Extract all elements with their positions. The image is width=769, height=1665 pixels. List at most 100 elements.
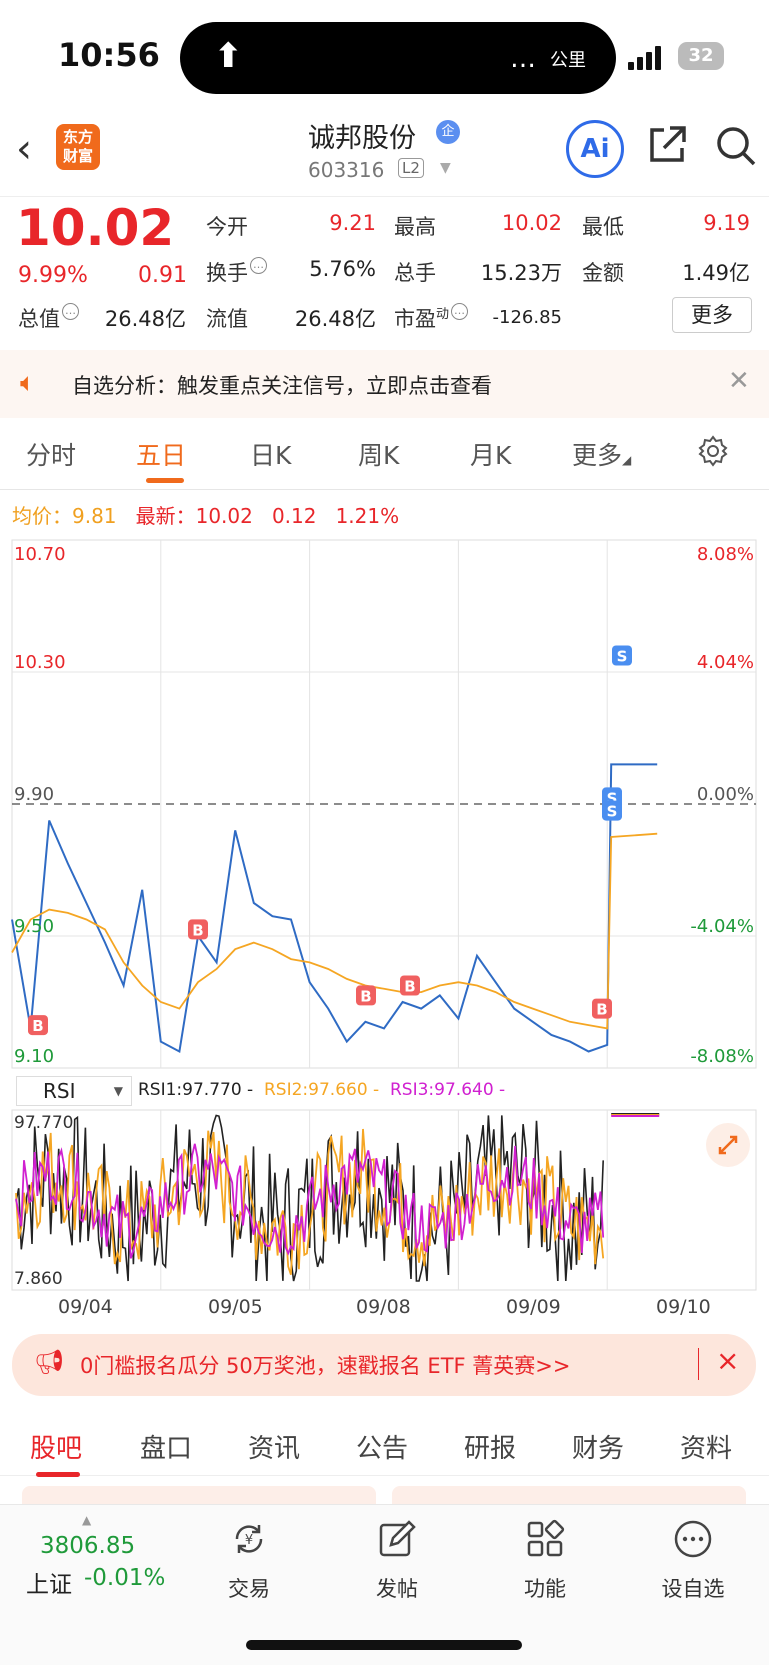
info-icon: … — [451, 303, 469, 320]
change-amount: 0.91 — [138, 263, 187, 288]
tab-research[interactable]: 研报 — [464, 1434, 517, 1464]
svg-text:S: S — [607, 803, 618, 821]
y-tick-right: 8.08% — [697, 544, 754, 565]
card-preview — [22, 1486, 376, 1504]
card-preview — [392, 1486, 746, 1504]
float-value: 26.48亿 — [294, 307, 376, 331]
index-name[interactable]: 上证 — [26, 1572, 72, 1598]
banner-text[interactable]: 0门槛报名瓜分 50万奖池，速戳报名 ETF 菁英赛>> — [80, 1354, 571, 1378]
share-icon[interactable] — [646, 124, 688, 166]
turnover-label: 换手… — [206, 257, 267, 287]
expand-icon[interactable] — [706, 1123, 750, 1167]
signal-notice[interactable]: 🔈︎ 自选分析：触发重点关注信号，立即点击查看 ✕ — [0, 350, 769, 418]
index-value[interactable]: 3806.85 — [40, 1533, 136, 1559]
close-icon[interactable]: ✕ — [728, 366, 750, 396]
high-value: 10.02 — [501, 211, 562, 235]
buy-marker: B — [592, 998, 612, 1019]
back-icon[interactable]: ‹ — [16, 126, 32, 172]
avg-line — [11, 832, 658, 1030]
tab-news[interactable]: 资讯 — [248, 1434, 301, 1464]
post-button[interactable]: 发帖 — [352, 1519, 442, 1603]
chevron-down-icon[interactable]: ▼ — [440, 160, 451, 176]
close-icon[interactable]: × — [716, 1344, 740, 1377]
x-tick-3: 09/09 — [506, 1296, 561, 1318]
latest-percent: 1.21% — [335, 504, 400, 528]
y-tick-left: 9.50 — [14, 916, 54, 937]
index-percent[interactable]: -0.01% — [84, 1565, 166, 1591]
volume-label: 总手 — [394, 261, 436, 285]
y-tick-right: -8.08% — [690, 1046, 754, 1067]
y-tick-right: -4.04% — [690, 916, 754, 937]
info-icon: … — [62, 303, 79, 320]
svg-text:S: S — [607, 789, 618, 807]
megaphone-icon: 📢︎ — [34, 1348, 65, 1376]
chart-tabs: 分时 五日 日K 周K 月K 更多◢ — [0, 420, 769, 490]
y-tick-right: 0.00% — [697, 784, 754, 805]
tab-weekly-k[interactable]: 周K — [358, 441, 400, 470]
content-tabs: 股吧 盘口 资讯 公告 研报 财务 资料 — [0, 1406, 769, 1477]
y-axis-labels: 10.70 8.08% 10.30 4.04% 9.90 0.00% 9.50 -4.04% 9… — [14, 544, 754, 1067]
mktcap-value: 26.48亿 — [104, 307, 186, 331]
more-button[interactable]: 更多 — [672, 297, 752, 333]
status-bar: 10:56 ⬆ … 公里 32 — [0, 0, 769, 110]
stock-header: ‹ 东方 财富 诚邦股份 企 603316 L2 ▼ Ai — [0, 112, 769, 192]
promo-banner[interactable]: 📢︎ 0门槛报名瓜分 50万奖池，速戳报名 ETF 菁英赛>> × — [12, 1334, 756, 1396]
tab-finance[interactable]: 财务 — [572, 1434, 625, 1464]
buy-marker: B — [188, 919, 208, 940]
home-indicator — [246, 1640, 522, 1650]
y-tick-right: 4.04% — [697, 652, 754, 673]
y-tick-left: 9.10 — [14, 1046, 54, 1067]
tab-guba[interactable]: 股吧 — [30, 1434, 83, 1464]
sell-marker: S — [602, 800, 622, 821]
y-tick-left: 10.30 — [14, 652, 66, 673]
price-summary: 均价：9.81 最新：10.02 0.12 1.21% — [12, 504, 400, 528]
amount-value: 1.49亿 — [682, 261, 750, 285]
indicator-select[interactable]: RSI ▼ — [16, 1076, 132, 1106]
trade-button[interactable]: ¥ 交易 — [204, 1519, 294, 1603]
rsi2-value: RSI2:97.660 - — [264, 1080, 380, 1100]
amount-label: 金额 — [582, 261, 624, 285]
tab-daily-k[interactable]: 日K — [250, 441, 292, 470]
level2-badge[interactable]: L2 — [398, 158, 424, 178]
svg-text:¥: ¥ — [245, 1533, 253, 1548]
x-tick-0: 09/04 — [58, 1296, 113, 1318]
rsi-frame — [11, 1109, 757, 1291]
svg-text:B: B — [192, 921, 203, 939]
price-line — [11, 763, 658, 1054]
info-icon: … — [250, 257, 267, 274]
add-watchlist-button[interactable]: 设自选 — [648, 1519, 738, 1603]
tab-more[interactable]: 更多◢ — [572, 441, 632, 470]
tab-orderbook[interactable]: 盘口 — [140, 1434, 193, 1464]
rsi-chart[interactable]: 97.770 7.860 — [0, 1108, 769, 1294]
rsi3-value: RSI3:97.640 - — [390, 1080, 506, 1100]
latest-price: 10.02 — [195, 504, 253, 528]
open-label: 今开 — [206, 215, 248, 239]
gear-icon[interactable] — [696, 434, 730, 468]
tab-profile[interactable]: 资料 — [680, 1434, 733, 1464]
chevron-up-icon[interactable]: ▲ — [82, 1513, 92, 1527]
x-tick-2: 09/08 — [356, 1296, 411, 1318]
app-logo[interactable]: 东方 财富 — [56, 124, 100, 170]
buy-marker: B — [400, 975, 420, 996]
tab-monthly-k[interactable]: 月K — [470, 441, 512, 470]
latest-change: 0.12 — [271, 504, 317, 528]
tab-intraday[interactable]: 分时 — [26, 441, 77, 470]
tab-five-day[interactable]: 五日 — [136, 441, 187, 470]
more-circle-icon — [674, 1520, 712, 1558]
rsi-values: RSI1:97.770 - RSI2:97.660 - RSI3:97.640 … — [138, 1080, 505, 1100]
search-icon[interactable] — [714, 124, 758, 168]
y-tick-left: 9.90 — [14, 784, 54, 805]
ai-button[interactable]: Ai — [566, 120, 624, 178]
low-value: 9.19 — [703, 211, 750, 235]
functions-button[interactable]: 功能 — [500, 1519, 590, 1603]
y-tick-left: 10.70 — [14, 544, 66, 565]
rsi3-line — [15, 1143, 605, 1259]
rsi-min-label: 7.860 — [14, 1269, 63, 1289]
notice-text[interactable]: 自选分析：触发重点关注信号，立即点击查看 — [72, 374, 492, 398]
tab-announcements[interactable]: 公告 — [356, 1434, 409, 1464]
low-label: 最低 — [582, 215, 624, 239]
buy-marker: B — [356, 985, 376, 1006]
svg-text:B: B — [404, 978, 415, 996]
divider — [698, 1348, 699, 1380]
